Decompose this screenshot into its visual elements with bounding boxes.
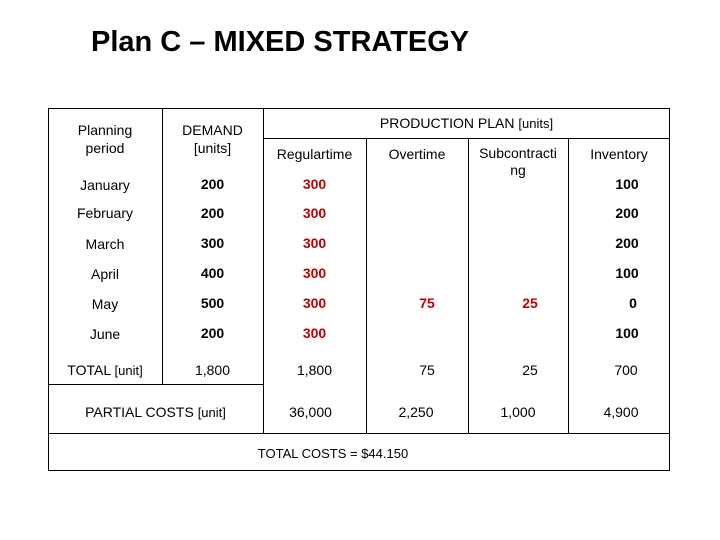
- header-text: ng: [510, 162, 526, 178]
- cell-period: January: [80, 177, 130, 193]
- grid-line: [468, 138, 469, 433]
- total-regular: 1,800: [296, 362, 333, 378]
- cell-demand: 500: [200, 295, 225, 311]
- header-overtime: Overtime: [388, 146, 446, 162]
- partial-costs-label-text: PARTIAL COSTS: [85, 404, 194, 420]
- grid-line: [366, 138, 367, 433]
- cell-demand: 200: [200, 205, 225, 221]
- header-inventory: Inventory: [590, 146, 648, 162]
- cell-period: May: [91, 296, 119, 312]
- cell-regular: 300: [302, 265, 327, 281]
- cell-period: February: [76, 205, 134, 221]
- total-unit: [unit]: [114, 363, 143, 378]
- partial-costs-unit: [unit]: [197, 405, 226, 420]
- total-costs: TOTAL COSTS = $44.150: [257, 446, 409, 461]
- cell-period: April: [90, 266, 119, 282]
- plan-table: [48, 108, 670, 471]
- cell-regular: 300: [302, 235, 327, 251]
- grid-line: [48, 433, 670, 434]
- header-text: DEMAND: [182, 122, 243, 138]
- cell-regular: 300: [302, 176, 327, 192]
- header-text: period: [85, 140, 125, 156]
- cell-inventory: 100: [615, 265, 639, 281]
- grid-line: [263, 138, 670, 139]
- header-text: Planning: [77, 122, 133, 138]
- header-text: Subcontracti: [479, 145, 557, 161]
- header-planning-period: Planning period: [48, 121, 162, 157]
- grid-line: [162, 108, 163, 384]
- cell-regular: 300: [302, 295, 327, 311]
- cell-inventory: 200: [615, 235, 639, 251]
- cell-period: June: [89, 326, 121, 342]
- total-inventory: 700: [614, 362, 638, 378]
- header-production-plan: PRODUCTION PLAN [units]: [263, 115, 670, 131]
- cell-period: March: [85, 236, 125, 252]
- grid-line: [263, 108, 264, 433]
- header-regulartime: Regulartime: [276, 146, 353, 162]
- header-text: [units]: [193, 140, 232, 156]
- total-subcontract: 25: [522, 362, 538, 378]
- total-label: TOTAL [unit]: [48, 362, 162, 378]
- partial-regular: 36,000: [289, 404, 332, 420]
- partial-subcontract: 1,000: [500, 404, 536, 420]
- cell-demand: 200: [200, 325, 225, 341]
- cell-inventory: 200: [615, 205, 639, 221]
- cell-subcontract: 25: [522, 295, 538, 311]
- cell-inventory: 0: [629, 295, 637, 311]
- partial-inventory: 4,900: [603, 404, 639, 420]
- cell-inventory: 100: [615, 176, 639, 192]
- header-unit: [units]: [518, 116, 554, 131]
- cell-demand: 400: [200, 265, 225, 281]
- total-overtime: 75: [419, 362, 435, 378]
- header-demand: DEMAND [units]: [162, 121, 263, 157]
- partial-overtime: 2,250: [398, 404, 434, 420]
- header-text: PRODUCTION PLAN: [379, 115, 515, 131]
- partial-costs-label: PARTIAL COSTS [unit]: [48, 404, 263, 420]
- cell-regular: 300: [302, 205, 327, 221]
- cell-demand: 200: [200, 176, 225, 192]
- grid-line: [568, 138, 569, 433]
- total-label-text: TOTAL: [67, 362, 111, 378]
- header-subcontracting: Subcontracti ng: [468, 145, 568, 179]
- total-demand: 1,800: [194, 362, 231, 378]
- page-title: Plan C – MIXED STRATEGY: [91, 26, 470, 58]
- cell-overtime: 75: [419, 295, 435, 311]
- cell-inventory: 100: [615, 325, 639, 341]
- grid-line: [48, 384, 263, 385]
- cell-regular: 300: [302, 325, 327, 341]
- cell-demand: 300: [200, 235, 225, 251]
